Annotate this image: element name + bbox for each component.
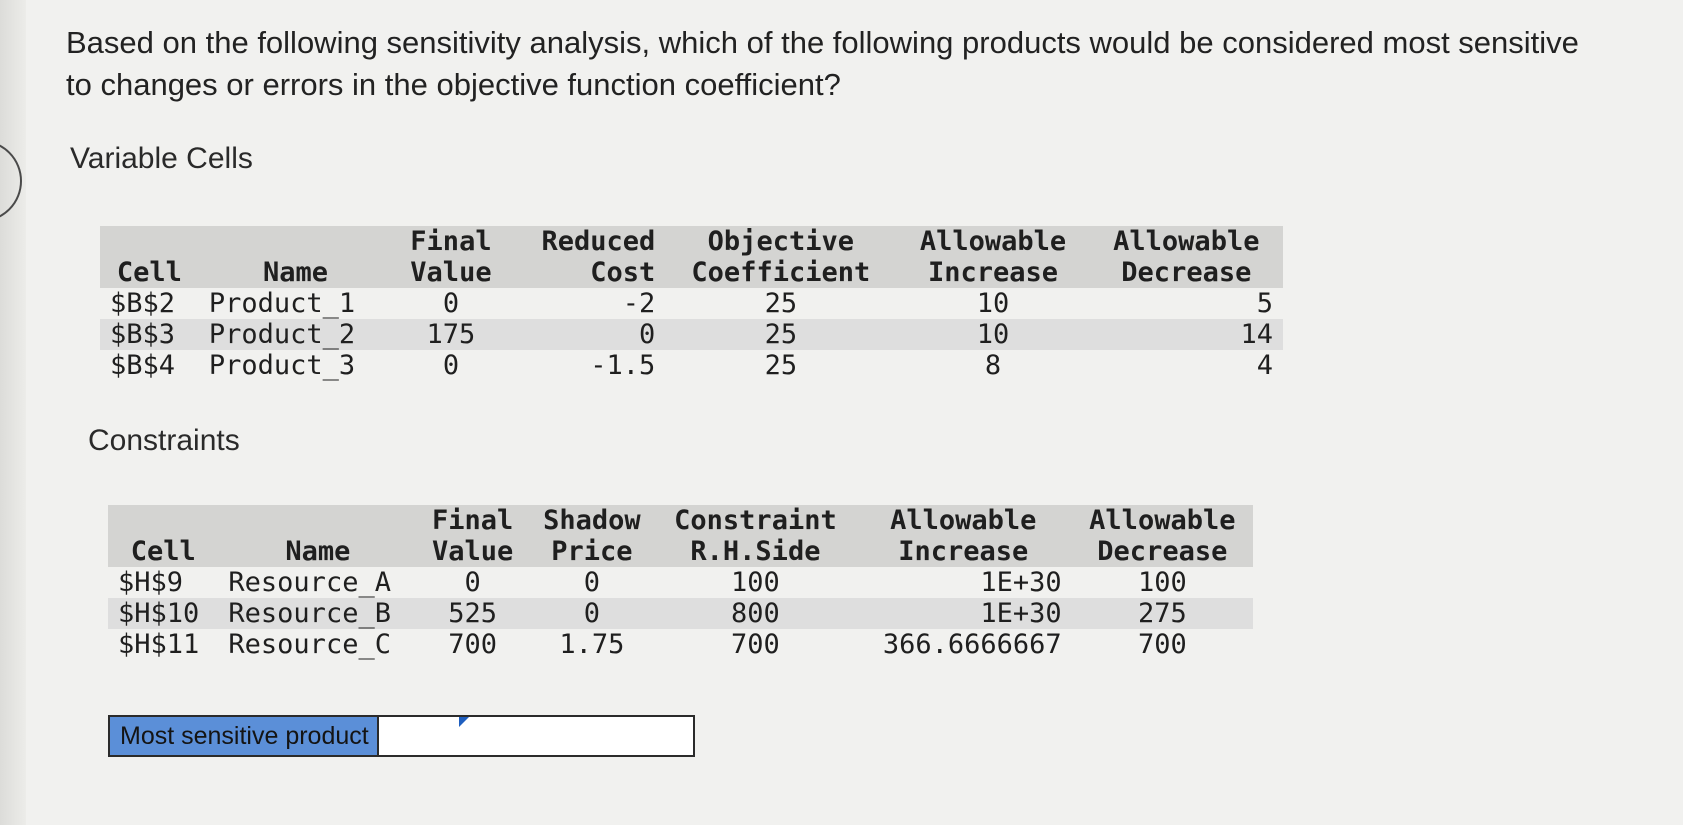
reduced-cost: -1.5	[590, 350, 656, 381]
answer-input[interactable]	[379, 717, 693, 755]
header-constraint-rhs: Constraint R.H.Side	[655, 505, 855, 567]
resource-name: Resource_B	[218, 598, 418, 629]
header-final-value: Final Value	[417, 505, 528, 567]
allowable-increase: 10	[976, 288, 1010, 319]
table-row: $B$2 Product_1 0 -2 25 10 5	[100, 288, 1283, 319]
constraints-title: Constraints	[88, 424, 240, 457]
allowable-decrease: 4	[1256, 350, 1273, 381]
table-row: $H$11 Resource_C 700 1.75 700 366.666666…	[108, 629, 1253, 660]
cell-ref: $B$4	[110, 350, 176, 381]
variable-cells-title: Variable Cells	[70, 142, 253, 175]
objective-coefficient: 25	[764, 288, 798, 319]
header-reduced-cost: Reduced Cost	[509, 226, 666, 288]
cell-ref: $H$11	[118, 629, 200, 660]
header-name: Name	[198, 226, 393, 288]
constraint-rhs: 700	[731, 629, 780, 660]
cell-ref: $H$9	[118, 567, 184, 598]
final-value: 700	[448, 629, 497, 660]
page-left-edge	[0, 0, 26, 825]
allowable-increase: 1E+30	[854, 598, 1072, 629]
constraint-rhs: 800	[655, 598, 855, 629]
allowable-decrease: 5	[1256, 288, 1273, 319]
table-header-row: Cell Name Final Value Reduced Cost Objecti…	[100, 226, 1283, 288]
header-allowable-increase: Allowable Increase	[896, 226, 1090, 288]
product-name: Product_3	[208, 350, 356, 381]
resource-name: Resource_A	[228, 567, 391, 598]
constraint-rhs: 100	[731, 567, 780, 598]
table-row: $H$10 Resource_B 525 0 800 1E+30 275	[108, 598, 1253, 629]
answer-label: Most sensitive product	[110, 717, 379, 755]
allowable-increase: 8	[984, 350, 1002, 381]
header-final-value: Final Value	[392, 226, 510, 288]
allowable-decrease: 700	[1137, 629, 1187, 660]
allowable-decrease: 275	[1071, 598, 1253, 629]
header-cell: Cell	[108, 505, 219, 567]
header-allowable-decrease: Allowable Decrease	[1089, 226, 1283, 288]
allowable-decrease: 100	[1137, 567, 1187, 598]
table-row: $B$3 Product_2 175 0 25 10 14	[100, 319, 1283, 350]
reduced-cost: 0	[509, 319, 666, 350]
answer-dropdown-marker-icon	[459, 717, 469, 727]
header-objective-coefficient: Objective Coefficient	[665, 226, 897, 288]
variable-cells-table: Cell Name Final Value Reduced Cost Objecti…	[100, 226, 1283, 381]
answer-row: Most sensitive product	[108, 715, 695, 757]
resource-name: Resource_C	[228, 629, 391, 660]
final-value: 0	[464, 567, 481, 598]
product-name: Product_2	[198, 319, 393, 350]
table-row: $B$4 Product_3 0 -1.5 25 8 4	[100, 350, 1283, 381]
allowable-decrease: 14	[1089, 319, 1283, 350]
header-name: Name	[218, 505, 418, 567]
header-allowable-decrease: Allowable Decrease	[1071, 505, 1253, 567]
shadow-price: 0	[527, 598, 656, 629]
objective-coefficient: 25	[764, 350, 798, 381]
final-value: 175	[392, 319, 510, 350]
header-allowable-increase: Allowable Increase	[854, 505, 1072, 567]
shadow-price: 1.75	[559, 629, 625, 660]
objective-coefficient: 25	[665, 319, 897, 350]
allowable-increase: 1E+30	[980, 567, 1062, 598]
table-header-row: Cell Name Final Value Shadow Price Constra…	[108, 505, 1253, 567]
final-value: 0	[442, 350, 460, 381]
header-shadow-price: Shadow Price	[527, 505, 656, 567]
allowable-increase: 10	[896, 319, 1090, 350]
allowable-increase: 366.6666667	[882, 629, 1062, 660]
constraints-table: Cell Name Final Value Shadow Price Constra…	[108, 505, 1253, 660]
table-row: $H$9 Resource_A 0 0 100 1E+30 100	[108, 567, 1253, 598]
final-value: 525	[417, 598, 528, 629]
cell-ref: $B$3	[100, 319, 199, 350]
question-text: Based on the following sensitivity analy…	[66, 25, 1579, 102]
final-value: 0	[442, 288, 460, 319]
product-name: Product_1	[208, 288, 356, 319]
reduced-cost: -2	[622, 288, 656, 319]
cell-ref: $H$10	[108, 598, 219, 629]
header-cell: Cell	[100, 226, 199, 288]
cell-ref: $B$2	[110, 288, 176, 319]
shadow-price: 0	[583, 567, 600, 598]
